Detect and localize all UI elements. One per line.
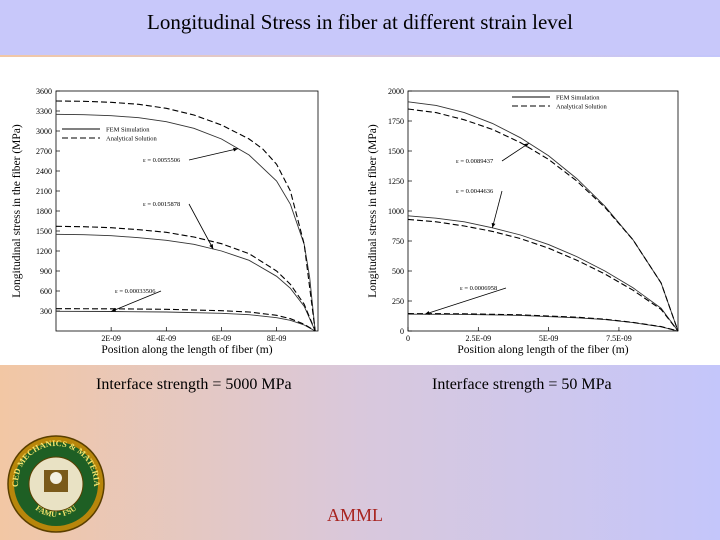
arrow-head	[524, 143, 529, 148]
fem-line-0	[407, 101, 679, 332]
y-tick-label: 300	[40, 307, 52, 316]
title-band	[0, 0, 720, 55]
analytical-line-5	[407, 313, 679, 332]
strain-annotation: ε = 0.00033506	[115, 288, 156, 295]
y-tick-label: 900	[40, 267, 52, 276]
caption-right: Interface strength = 50 MPa	[432, 376, 612, 393]
analytical-line-3	[407, 218, 679, 332]
y-tick-label: 750	[392, 237, 404, 246]
y-tick-label: 2100	[36, 187, 52, 196]
y-tick-label: 2700	[36, 147, 52, 156]
arrow-head	[424, 311, 430, 315]
y-tick-label: 1250	[388, 177, 404, 186]
fem-line-2	[55, 233, 316, 332]
y-tick-label: 3000	[36, 127, 52, 136]
y-tick-label: 1800	[36, 207, 52, 216]
strain-annotation: ε = 0.0089437	[456, 158, 494, 165]
chart-right: 0 250 500 750 1000 1250 1500 1750 2000 0 2.5E-09 5E…	[367, 87, 679, 356]
strain-annotation: ε = 0.0015878	[143, 201, 180, 208]
x-axis-label: Position along the length of fiber (m)	[101, 344, 272, 356]
y-tick-label: 0	[400, 327, 404, 336]
strain-annotation: ε = 0.0044636	[456, 188, 494, 195]
y-tick-label: 2400	[36, 167, 52, 176]
y-tick-label: 1750	[388, 117, 404, 126]
y-tick-label: 1500	[388, 147, 404, 156]
y-tick-label: 1500	[36, 227, 52, 236]
annotation-arrow	[111, 290, 162, 312]
strain-annotation: ε = 0.0006958	[460, 285, 497, 292]
y-axis-label: Longitudinal stress in the fiber (MPa)	[11, 124, 23, 298]
annotation-arrow	[188, 148, 239, 161]
annotation-arrow	[501, 142, 530, 162]
fem-line-2	[407, 215, 679, 332]
y-tick-label: 1000	[388, 207, 404, 216]
caption-left: Interface strength = 5000 MPa	[96, 376, 292, 393]
annotation-arrow	[424, 287, 507, 315]
x-tick-label: 4E-09	[157, 334, 177, 343]
legend-entry: FEM Simulation	[556, 95, 600, 102]
fem-line-0	[55, 113, 316, 332]
y-tick-label: 500	[392, 267, 404, 276]
x-tick-label: 7.5E-09	[606, 334, 632, 343]
charts-panel: 300 600 900 1200 1500 1800 2100 2400 2700 3000 330…	[0, 57, 720, 365]
x-tick-label: 2.5E-09	[466, 334, 492, 343]
x-tick-label: 6E-09	[212, 334, 232, 343]
fem-line-4	[55, 310, 316, 332]
x-axis-label: Position along length of the fiber (m)	[457, 344, 628, 356]
y-tick-label: 1200	[36, 247, 52, 256]
y-tick-label: 3600	[36, 87, 52, 96]
arrow-head	[209, 244, 214, 249]
x-tick-label: 0	[406, 334, 410, 343]
analytical-line-1	[55, 100, 316, 332]
annotation-arrow	[188, 203, 214, 250]
chart-left: 300 600 900 1200 1500 1800 2100 2400 2700 3000 330…	[11, 87, 319, 356]
legend-entry: Analytical Solution	[556, 104, 607, 111]
x-tick-label: 5E-09	[539, 334, 559, 343]
legend-entry: Analytical Solution	[106, 136, 157, 143]
legend-entry: FEM Simulation	[106, 127, 150, 134]
analytical-line-1	[407, 108, 679, 332]
arrow-head	[491, 222, 496, 228]
x-tick-label: 8E-09	[267, 334, 287, 343]
arrow-head	[233, 147, 239, 152]
analytical-line-5	[55, 308, 316, 332]
x-tick-label: 2E-09	[101, 334, 121, 343]
plot-frame	[407, 90, 679, 332]
strain-annotation: ε = 0.0055506	[143, 157, 181, 164]
slide-title: Longitudinal Stress in fiber at differen…	[147, 10, 573, 34]
y-tick-label: 250	[392, 297, 404, 306]
y-axis-label: Longitudinal stress in the fiber (MPa)	[367, 124, 379, 298]
y-tick-label: 3300	[36, 107, 52, 116]
arrow-head	[111, 307, 117, 312]
annotation-arrow	[491, 190, 503, 228]
y-tick-label: 600	[40, 287, 52, 296]
analytical-line-3	[55, 225, 316, 332]
y-tick-label: 2000	[388, 87, 404, 96]
amml-logo: ADVANCED MECHANICS & MATERIALS LAB FAMU …	[6, 434, 105, 533]
lab-name: AMML	[327, 505, 384, 525]
